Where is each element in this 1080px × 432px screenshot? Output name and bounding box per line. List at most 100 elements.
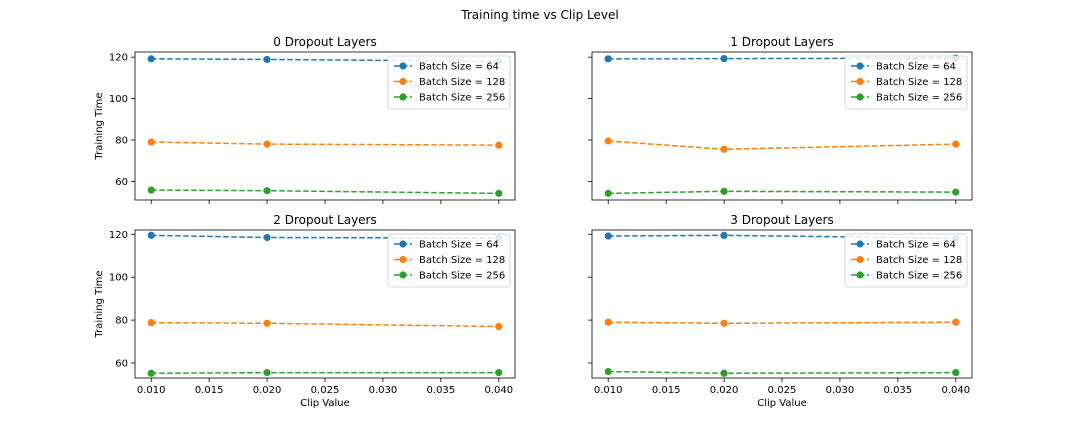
legend-marker (856, 255, 864, 264)
legend-label: Batch Size = 64 (419, 240, 499, 251)
legend-label: Batch Size = 64 (419, 62, 499, 73)
subplot-2: 2 Dropout Layers 0.010 0.015 0.020 0.025 0.03… (94, 213, 516, 409)
series-1 (147, 319, 503, 331)
legend-marker (399, 62, 407, 70)
y-tick-label: 120 (109, 53, 128, 64)
legend-marker (399, 271, 407, 279)
axes-frame (591, 229, 973, 379)
data-point (604, 318, 612, 326)
data-point (147, 319, 155, 327)
x-tick-label: 0.015 (652, 385, 681, 396)
subplot-3: 3 Dropout Layers 0.010 0.015 0.020 0.025 0.03… (588, 213, 973, 409)
subplot-title: 0 Dropout Layers (273, 35, 377, 49)
series-1 (147, 138, 503, 149)
legend-item: Batch Size = 256 (394, 271, 505, 282)
data-point (720, 369, 728, 377)
data-point (720, 187, 728, 195)
data-point (952, 318, 960, 326)
subplots-grid: 0 Dropout Layers 60 80 100 120 Training Time B… (94, 35, 973, 409)
subplot-title: 1 Dropout Layers (730, 35, 834, 49)
data-point (495, 369, 503, 377)
subplot-0: 0 Dropout Layers 60 80 100 120 Training Time B… (94, 35, 516, 204)
legend-marker (399, 77, 407, 86)
x-axis-label: Clip Value (757, 398, 807, 409)
x-tick-label: 0.015 (195, 385, 224, 396)
y-tick-label: 120 (109, 230, 128, 241)
axes-frame (134, 229, 516, 379)
legend-label: Batch Size = 256 (876, 93, 962, 104)
data-point (147, 369, 155, 377)
legend-item: Batch Size = 64 (394, 240, 499, 251)
series-2 (604, 367, 960, 377)
data-point (263, 140, 271, 148)
data-point (263, 187, 271, 195)
legend: Batch Size = 64 Batch Size = 128 Batch Siz… (844, 55, 968, 110)
axes-frame (591, 51, 973, 201)
y-axis-label: Training Time (94, 270, 105, 338)
data-point (720, 231, 728, 239)
data-point (604, 232, 612, 240)
legend-label: Batch Size = 128 (876, 255, 962, 266)
data-point (495, 322, 503, 331)
x-tick-label: 0.040 (484, 385, 513, 396)
legend-item: Batch Size = 64 (851, 240, 956, 251)
subplot-title: 2 Dropout Layers (273, 213, 377, 227)
data-point (263, 233, 271, 242)
legend-label: Batch Size = 128 (419, 77, 505, 88)
legend-item: Batch Size = 128 (394, 77, 505, 88)
legend-item: Batch Size = 128 (851, 255, 962, 266)
legend-marker (399, 93, 407, 101)
legend-item: Batch Size = 128 (851, 77, 962, 88)
legend-box (844, 55, 968, 110)
legend-label: Batch Size = 128 (876, 77, 962, 88)
figure-title: Training time vs Clip Level (460, 8, 618, 22)
data-point (604, 137, 612, 145)
legend-marker (856, 62, 864, 70)
legend-item: Batch Size = 128 (394, 255, 505, 266)
x-tick-label: 0.035 (884, 385, 913, 396)
x-tick-label: 0.025 (311, 385, 340, 396)
data-point (495, 189, 503, 197)
x-tick-label: 0.020 (253, 385, 282, 396)
data-point (952, 369, 960, 377)
x-tick-label: 0.035 (427, 385, 456, 396)
legend-label: Batch Size = 128 (419, 255, 505, 266)
legend: Batch Size = 64 Batch Size = 128 Batch Siz… (844, 233, 968, 288)
x-tick-label: 0.040 (941, 385, 970, 396)
legend-label: Batch Size = 64 (876, 240, 956, 251)
legend: Batch Size = 64 Batch Size = 128 Batch Siz… (387, 55, 511, 110)
legend-label: Batch Size = 64 (876, 62, 956, 73)
legend-item: Batch Size = 64 (851, 62, 956, 73)
y-axis-label: Training Time (94, 92, 105, 160)
legend-box (844, 233, 968, 288)
legend-marker (856, 271, 864, 279)
legend-marker (399, 255, 407, 264)
series-1 (604, 318, 960, 327)
data-point (952, 140, 960, 148)
legend-box (387, 55, 511, 110)
x-tick-label: 0.025 (768, 385, 797, 396)
legend-marker (399, 240, 407, 248)
x-tick-label: 0.030 (826, 385, 855, 396)
series-2 (147, 186, 503, 197)
data-point (604, 367, 612, 376)
series-2 (147, 369, 503, 377)
y-tick-label: 80 (115, 135, 128, 146)
data-point (147, 55, 155, 63)
legend-marker (856, 93, 864, 101)
data-point (495, 141, 503, 149)
legend: Batch Size = 64 Batch Size = 128 Batch Siz… (387, 233, 511, 288)
legend-item: Batch Size = 64 (394, 62, 499, 73)
legend-label: Batch Size = 256 (419, 93, 505, 104)
x-axis-label: Clip Value (300, 398, 350, 409)
y-tick-label: 60 (115, 177, 128, 188)
x-tick-label: 0.020 (710, 385, 739, 396)
legend-item: Batch Size = 256 (851, 93, 962, 104)
data-point (720, 319, 728, 327)
axes-frame (134, 51, 516, 201)
data-point (147, 186, 155, 194)
y-tick-label: 100 (109, 273, 128, 284)
data-point (604, 189, 612, 197)
data-point (263, 55, 271, 64)
